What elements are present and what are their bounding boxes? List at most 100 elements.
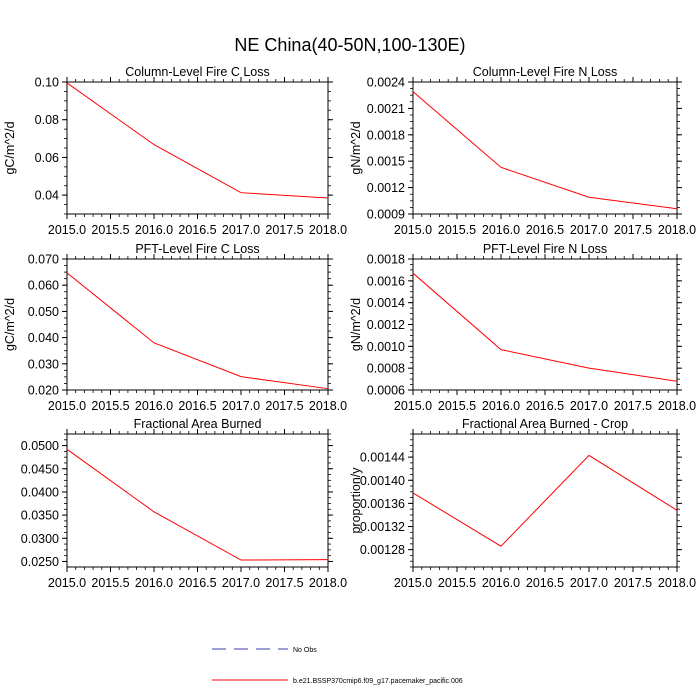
- y-tick-label: 0.0010: [367, 340, 405, 354]
- y-tick-label: 0.0016: [367, 274, 405, 288]
- y-tick-label: 0.0012: [367, 181, 405, 195]
- figure-title: NE China(40-50N,100-130E): [234, 35, 465, 55]
- x-tick-label: 2018.0: [309, 223, 347, 237]
- x-tick-label: 2015.5: [438, 223, 476, 237]
- chart-panel-3: 2015.0 2015.5 2016.0 2016.5 2017.0 2017.5 2018…: [3, 242, 347, 413]
- y-axis-label: gC/m^2/d: [3, 298, 17, 351]
- x-tick-label: 2016.5: [178, 576, 216, 590]
- y-tick-label: 0.0008: [367, 362, 405, 376]
- y-tick-label: 0.0300: [21, 532, 59, 546]
- legend-label-no-obs: No Obs: [293, 647, 317, 654]
- chart-panel-1: 2015.0 2015.5 2016.0 2016.5 2017.0 2017.5 2018…: [3, 65, 347, 237]
- chart-panels: 2015.0 2015.5 2016.0 2016.5 2017.0 2017.5 2018…: [3, 65, 696, 590]
- x-tick-label: 2017.0: [222, 399, 260, 413]
- series-line-1: [412, 91, 678, 210]
- y-tick-label: 0.00144: [360, 451, 405, 465]
- panel-title: PFT-Level Fire C Loss: [135, 242, 259, 256]
- x-tick-label: 2016.0: [135, 399, 173, 413]
- plot-frame: [66, 433, 329, 568]
- y-tick-label: 0.0015: [367, 155, 405, 169]
- x-tick-label: 2016.5: [526, 576, 564, 590]
- x-tick-label: 2015.5: [91, 576, 129, 590]
- series-line-1: [412, 454, 678, 547]
- plot-frame: [66, 258, 329, 391]
- y-tick-label: 0.10: [35, 76, 59, 90]
- y-tick-label: 0.0012: [367, 318, 405, 332]
- panel-title: Column-Level Fire N Loss: [473, 65, 618, 79]
- chart-panel-6: 2015.0 2015.5 2016.0 2016.5 2017.0 2017.5 2018…: [349, 417, 696, 590]
- x-tick-label: 2015.0: [48, 399, 86, 413]
- x-tick-label: 2016.0: [135, 576, 173, 590]
- x-tick-label: 2016.0: [482, 223, 520, 237]
- y-tick-label: 0.0021: [367, 102, 405, 116]
- x-tick-label: 2015.0: [48, 223, 86, 237]
- y-tick-label: 0.06: [35, 151, 59, 165]
- plot-frame: [66, 81, 329, 215]
- x-tick-label: 2015.0: [394, 399, 432, 413]
- x-tick-label: 2017.5: [614, 223, 652, 237]
- x-tick-label: 2016.5: [178, 223, 216, 237]
- y-axis-label: gN/m^2/d: [349, 298, 363, 351]
- x-tick-label: 2017.0: [570, 399, 608, 413]
- x-tick-label: 2018.0: [309, 399, 347, 413]
- series-line-1: [66, 448, 329, 561]
- x-tick-label: 2015.5: [91, 223, 129, 237]
- y-tick-label: 0.00140: [360, 474, 405, 488]
- panel-title: Column-Level Fire C Loss: [125, 65, 270, 79]
- panel-title: Fractional Area Burned: [134, 417, 262, 431]
- x-tick-label: 2018.0: [658, 576, 696, 590]
- y-tick-label: 0.0250: [21, 555, 59, 569]
- x-tick-label: 2016.0: [135, 223, 173, 237]
- y-tick-label: 0.0500: [21, 439, 59, 453]
- x-tick-label: 2018.0: [658, 223, 696, 237]
- y-tick-label: 0.04: [35, 189, 59, 203]
- y-tick-label: 0.0018: [367, 128, 405, 142]
- y-tick-label: 0.040: [28, 331, 59, 345]
- y-tick-label: 0.020: [28, 384, 59, 398]
- x-tick-label: 2017.5: [614, 399, 652, 413]
- y-tick-label: 0.0009: [367, 208, 405, 222]
- x-tick-label: 2015.5: [438, 576, 476, 590]
- x-tick-label: 2016.5: [178, 399, 216, 413]
- chart-panel-4: 2015.0 2015.5 2016.0 2016.5 2017.0 2017.5 2018…: [349, 242, 696, 413]
- y-tick-label: 0.08: [35, 113, 59, 127]
- legend-label-model-run: b.e21.BSSP370cmip6.f09_g17.pacemaker_pac…: [293, 678, 463, 685]
- legend: No Obs b.e21.BSSP370cmip6.f09_g17.pacema…: [212, 647, 463, 685]
- x-tick-label: 2015.0: [48, 576, 86, 590]
- y-tick-label: 0.0006: [367, 384, 405, 398]
- x-tick-label: 2016.0: [482, 576, 520, 590]
- panel-title: Fractional Area Burned - Crop: [462, 417, 628, 431]
- y-tick-label: 0.00132: [360, 520, 405, 534]
- x-tick-label: 2016.5: [526, 223, 564, 237]
- series-line-1: [412, 272, 678, 382]
- plot-frame: [412, 81, 678, 215]
- plot-frame: [412, 258, 678, 391]
- x-tick-label: 2018.0: [658, 399, 696, 413]
- y-tick-label: 0.0018: [367, 253, 405, 267]
- y-axis-label: proportion/y: [349, 467, 363, 534]
- y-tick-label: 0.050: [28, 305, 59, 319]
- x-tick-label: 2017.0: [570, 223, 608, 237]
- y-tick-label: 0.00136: [360, 497, 405, 511]
- x-tick-label: 2017.5: [614, 576, 652, 590]
- x-tick-label: 2016.5: [526, 399, 564, 413]
- x-tick-label: 2017.0: [570, 576, 608, 590]
- chart-panel-5: 2015.0 2015.5 2016.0 2016.5 2017.0 2017.5 2018…: [21, 417, 347, 590]
- y-tick-label: 0.0014: [367, 296, 405, 310]
- x-tick-label: 2017.5: [265, 223, 303, 237]
- series-line-1: [66, 82, 329, 199]
- chart-panel-2: 2015.0 2015.5 2016.0 2016.5 2017.0 2017.5 2018…: [349, 65, 696, 237]
- y-axis-label: gN/m^2/d: [349, 121, 363, 174]
- panel-title: PFT-Level Fire N Loss: [483, 242, 607, 256]
- x-tick-label: 2015.0: [394, 223, 432, 237]
- y-tick-label: 0.060: [28, 279, 59, 293]
- y-tick-label: 0.0400: [21, 485, 59, 499]
- y-tick-label: 0.0024: [367, 76, 405, 90]
- x-tick-label: 2017.0: [222, 576, 260, 590]
- y-tick-label: 0.0450: [21, 462, 59, 476]
- x-tick-label: 2015.5: [91, 399, 129, 413]
- y-tick-label: 0.00128: [360, 543, 405, 557]
- x-tick-label: 2015.5: [438, 399, 476, 413]
- y-tick-label: 0.0350: [21, 509, 59, 523]
